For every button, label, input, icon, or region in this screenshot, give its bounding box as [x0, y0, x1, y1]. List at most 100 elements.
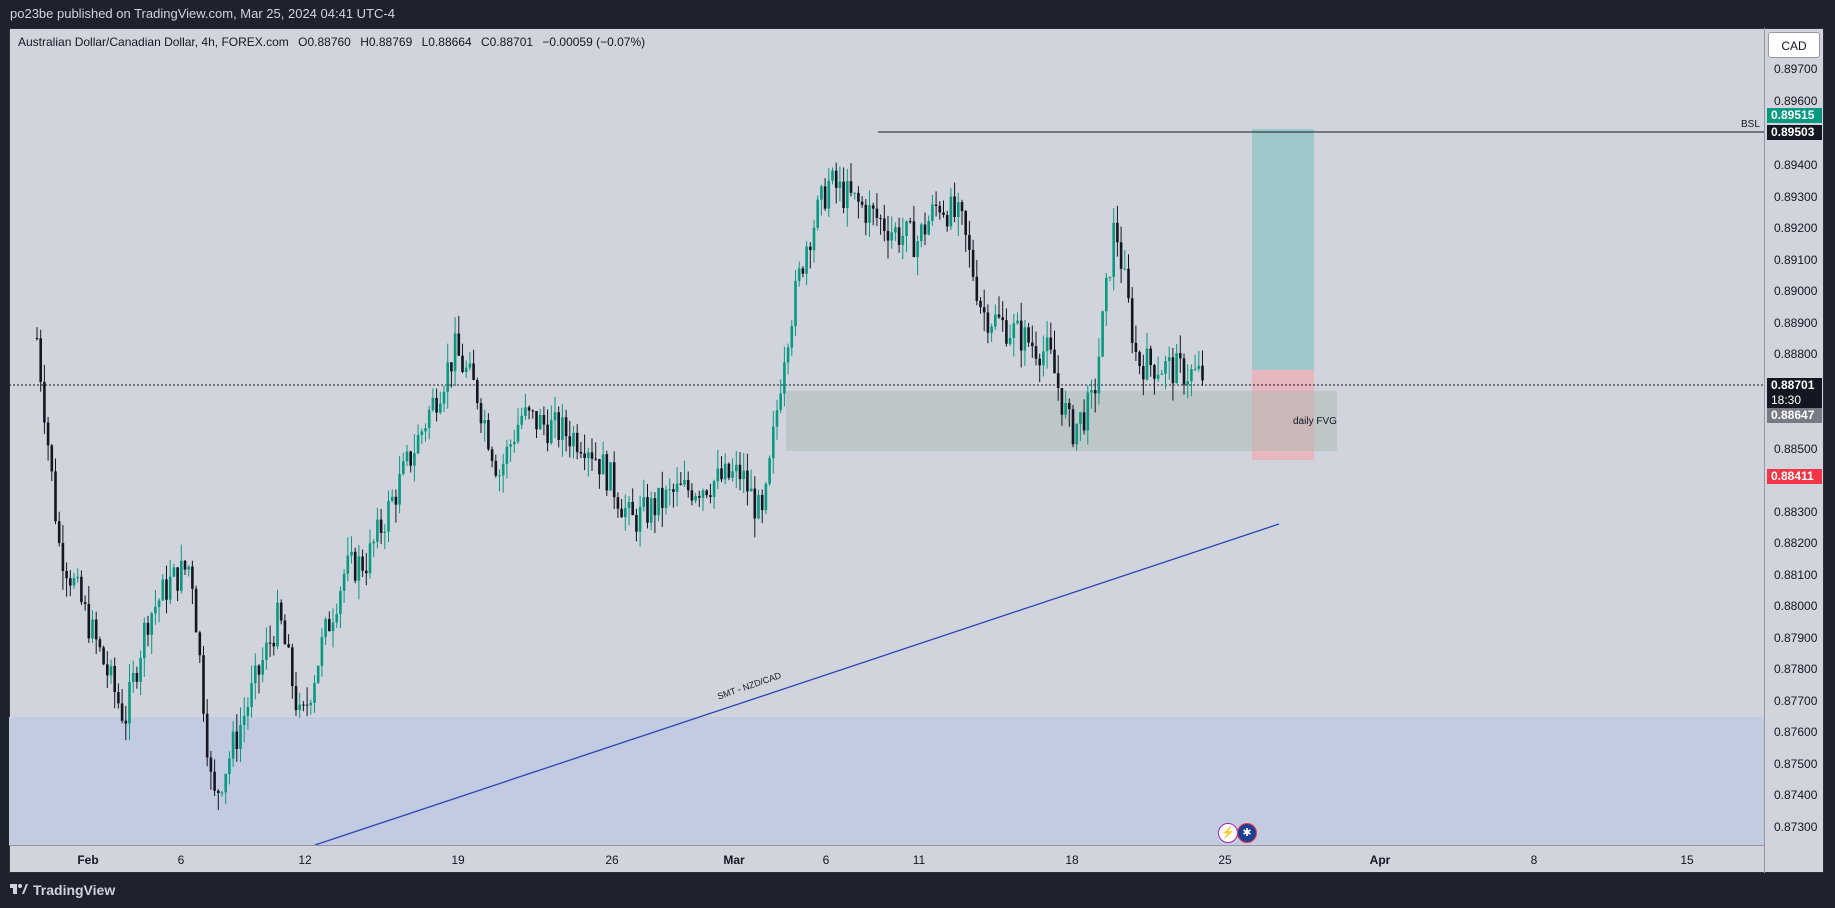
- candle-body[interactable]: [705, 490, 708, 496]
- candle-body[interactable]: [472, 363, 475, 380]
- candle-body[interactable]: [187, 566, 190, 570]
- candle-body[interactable]: [587, 452, 590, 459]
- candle-body[interactable]: [934, 204, 938, 206]
- candle-body[interactable]: [1123, 268, 1127, 270]
- candle-body[interactable]: [435, 397, 438, 413]
- candle-body[interactable]: [942, 212, 945, 215]
- candle-body[interactable]: [439, 403, 442, 413]
- candle-body[interactable]: [1201, 365, 1204, 381]
- candle-body[interactable]: [109, 665, 113, 676]
- candle-body[interactable]: [1064, 403, 1067, 415]
- candle-body[interactable]: [1197, 365, 1201, 369]
- candle-body[interactable]: [376, 519, 379, 542]
- candle-body[interactable]: [594, 458, 597, 460]
- candle-body[interactable]: [335, 614, 338, 623]
- candle-body[interactable]: [908, 221, 912, 223]
- candle-body[interactable]: [790, 326, 794, 348]
- candle-body[interactable]: [564, 417, 568, 437]
- candle-body[interactable]: [161, 579, 165, 601]
- candle-body[interactable]: [1119, 242, 1123, 269]
- candle-body[interactable]: [69, 578, 72, 586]
- candle-body[interactable]: [1167, 357, 1171, 362]
- candle-body[interactable]: [1056, 373, 1060, 388]
- candle-body[interactable]: [883, 218, 886, 231]
- candle-body[interactable]: [890, 232, 893, 241]
- candle-body[interactable]: [191, 566, 194, 589]
- candle-body[interactable]: [272, 642, 276, 647]
- candle-body[interactable]: [1071, 409, 1075, 445]
- candle-body[interactable]: [531, 410, 535, 412]
- candle-body[interactable]: [957, 202, 960, 217]
- candle-body[interactable]: [801, 268, 805, 274]
- candle-body[interactable]: [217, 790, 220, 793]
- candle-body[interactable]: [1112, 222, 1115, 277]
- candle-body[interactable]: [320, 637, 324, 666]
- candle-body[interactable]: [54, 471, 57, 522]
- candle-body[interactable]: [642, 496, 646, 507]
- candle-body[interactable]: [823, 186, 827, 209]
- candle-body[interactable]: [39, 338, 42, 382]
- candle-body[interactable]: [834, 170, 838, 188]
- candle-body[interactable]: [920, 224, 923, 242]
- candle-body[interactable]: [154, 606, 157, 614]
- candle-body[interactable]: [257, 665, 261, 675]
- candle-body[interactable]: [731, 471, 734, 478]
- candle-body[interactable]: [265, 642, 268, 661]
- candle-body[interactable]: [1086, 392, 1090, 431]
- candle-body[interactable]: [527, 407, 531, 411]
- candle-body[interactable]: [524, 407, 527, 416]
- candle-body[interactable]: [720, 468, 723, 480]
- candle-body[interactable]: [1101, 311, 1104, 357]
- candle-body[interactable]: [442, 391, 446, 404]
- candle-body[interactable]: [735, 464, 738, 472]
- candle-body[interactable]: [894, 227, 897, 233]
- candle-body[interactable]: [1130, 298, 1134, 343]
- candle-body[interactable]: [712, 481, 716, 498]
- candle-body[interactable]: [849, 181, 853, 193]
- candle-body[interactable]: [1019, 320, 1023, 351]
- candle-body[interactable]: [842, 181, 845, 208]
- candle-body[interactable]: [98, 639, 102, 648]
- candle-body[interactable]: [657, 487, 660, 516]
- candle-body[interactable]: [501, 463, 505, 476]
- candle-body[interactable]: [960, 202, 964, 212]
- candle-body[interactable]: [1079, 412, 1082, 424]
- candle-body[interactable]: [675, 483, 679, 492]
- candle-body[interactable]: [923, 224, 927, 235]
- candle-body[interactable]: [94, 619, 98, 640]
- candle-body[interactable]: [446, 362, 449, 392]
- candle-body[interactable]: [794, 280, 797, 327]
- candle-body[interactable]: [772, 426, 775, 459]
- candle-body[interactable]: [494, 460, 498, 476]
- candle-body[interactable]: [690, 490, 694, 501]
- candle-body[interactable]: [339, 590, 342, 615]
- candle-body[interactable]: [57, 521, 61, 544]
- candle-body[interactable]: [1153, 365, 1156, 379]
- candle-body[interactable]: [583, 453, 586, 459]
- candle-body[interactable]: [846, 181, 849, 208]
- candle-body[interactable]: [1045, 337, 1049, 352]
- candle-body[interactable]: [1145, 348, 1149, 380]
- candle-body[interactable]: [1116, 222, 1119, 243]
- candle-body[interactable]: [150, 613, 153, 635]
- candle-body[interactable]: [246, 706, 250, 716]
- candle-body[interactable]: [250, 683, 253, 707]
- candle-body[interactable]: [427, 409, 431, 429]
- candle-body[interactable]: [797, 268, 801, 281]
- candle-body[interactable]: [609, 462, 612, 491]
- candle-body[interactable]: [1016, 320, 1019, 324]
- candle-body[interactable]: [1005, 320, 1008, 344]
- candle-body[interactable]: [1182, 358, 1186, 385]
- candle-body[interactable]: [420, 431, 424, 435]
- candle-body[interactable]: [1134, 342, 1138, 352]
- candle-body[interactable]: [476, 379, 479, 404]
- candle-body[interactable]: [997, 314, 1001, 318]
- candle-body[interactable]: [738, 464, 742, 480]
- candle-body[interactable]: [1164, 361, 1167, 374]
- candle-body[interactable]: [1053, 349, 1056, 374]
- candle-body[interactable]: [157, 600, 161, 607]
- candle-body[interactable]: [805, 246, 808, 274]
- candle-body[interactable]: [365, 570, 368, 574]
- candle-body[interactable]: [853, 192, 856, 194]
- candle-body[interactable]: [431, 397, 435, 410]
